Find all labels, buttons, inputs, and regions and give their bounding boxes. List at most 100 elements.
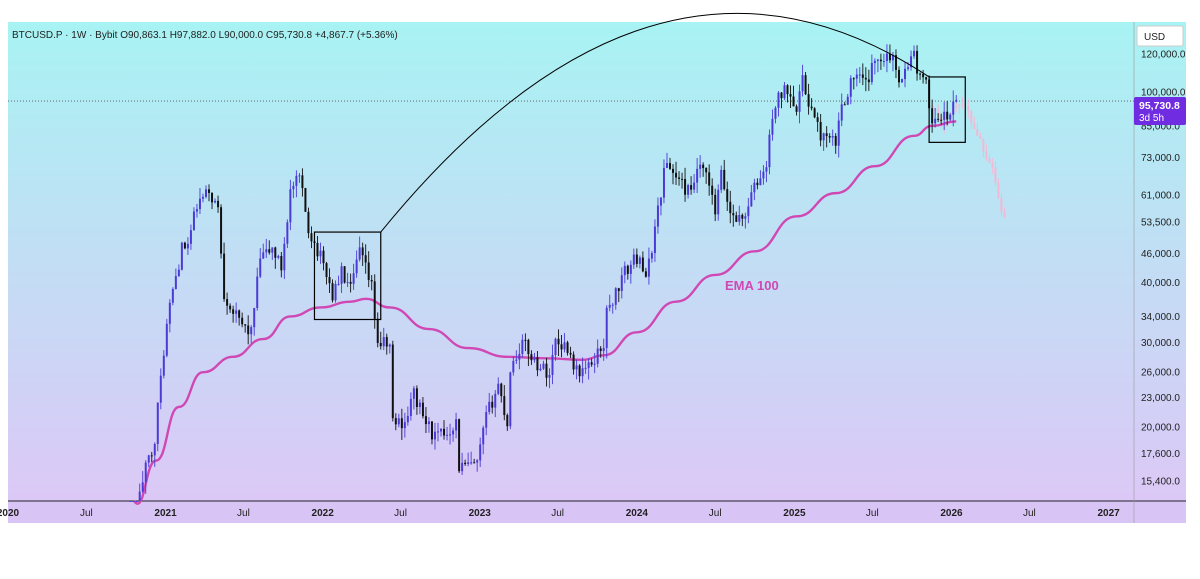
candle bbox=[831, 135, 834, 138]
candle bbox=[367, 262, 370, 280]
candle bbox=[780, 92, 783, 99]
candle bbox=[557, 338, 560, 345]
price-tick-label: 34,000.0 bbox=[1141, 312, 1180, 323]
candle bbox=[464, 462, 467, 465]
candle bbox=[611, 304, 614, 306]
candle bbox=[738, 214, 741, 222]
candle bbox=[614, 288, 617, 305]
candle bbox=[226, 299, 229, 306]
candle bbox=[575, 365, 578, 370]
candle bbox=[801, 75, 804, 92]
candle bbox=[873, 60, 876, 64]
candle bbox=[174, 276, 177, 289]
candle bbox=[162, 355, 165, 376]
candle bbox=[271, 247, 274, 253]
candle bbox=[861, 74, 864, 78]
time-tick-label: Jul bbox=[394, 508, 407, 519]
candle bbox=[804, 75, 807, 95]
candle bbox=[795, 106, 798, 112]
candle bbox=[189, 230, 192, 244]
candle bbox=[201, 196, 204, 199]
candle bbox=[771, 118, 774, 135]
candle bbox=[786, 85, 789, 95]
projection-candle bbox=[976, 129, 979, 137]
candle bbox=[412, 388, 415, 399]
candle bbox=[509, 372, 512, 427]
candle bbox=[777, 92, 780, 108]
candle bbox=[659, 197, 662, 206]
candle bbox=[840, 104, 843, 121]
time-tick-label: 2026 bbox=[940, 508, 963, 519]
candle bbox=[855, 74, 858, 79]
candle bbox=[952, 101, 955, 115]
candle bbox=[316, 242, 319, 257]
candle bbox=[328, 277, 331, 284]
candle bbox=[711, 185, 714, 195]
candle bbox=[208, 189, 211, 193]
projection-candle bbox=[967, 106, 970, 112]
candle bbox=[819, 121, 822, 141]
candle bbox=[283, 243, 286, 271]
candle bbox=[262, 252, 265, 259]
candle bbox=[635, 254, 638, 264]
candle bbox=[156, 402, 159, 444]
candle bbox=[406, 415, 409, 423]
candle bbox=[195, 209, 198, 212]
time-tick-label: 2021 bbox=[154, 508, 177, 519]
candle bbox=[741, 214, 744, 219]
candle bbox=[355, 259, 358, 274]
candle bbox=[955, 99, 958, 102]
price-tick-label: 17,600.0 bbox=[1141, 449, 1180, 460]
candle bbox=[590, 362, 593, 365]
candle bbox=[846, 96, 849, 105]
candle bbox=[783, 85, 786, 99]
candle bbox=[467, 462, 470, 465]
candle bbox=[605, 307, 608, 348]
candle bbox=[232, 309, 235, 314]
projection-candle bbox=[955, 106, 958, 108]
candle bbox=[542, 363, 545, 369]
candle bbox=[129, 501, 132, 502]
candle bbox=[506, 415, 509, 427]
candle bbox=[792, 96, 795, 107]
candle bbox=[548, 374, 551, 378]
candle bbox=[382, 337, 385, 347]
time-tick-label: 2027 bbox=[1097, 508, 1120, 519]
candle bbox=[539, 368, 542, 371]
candle bbox=[647, 258, 650, 277]
candle bbox=[394, 418, 397, 425]
candle bbox=[729, 201, 732, 214]
candle bbox=[720, 169, 723, 190]
candle bbox=[334, 283, 337, 301]
projection-candle bbox=[997, 183, 1000, 199]
price-axis-ticks: 120,000.0 100,000.0 85,000.0 73,000.0 61,000… bbox=[1141, 50, 1186, 488]
candle bbox=[747, 206, 750, 217]
projection-candle bbox=[961, 104, 964, 106]
candle bbox=[397, 418, 400, 425]
candle bbox=[684, 179, 687, 195]
exchange-label: Bybit bbox=[95, 30, 117, 41]
candle bbox=[424, 416, 427, 425]
candle bbox=[310, 233, 313, 242]
price-tick-label: 26,000.0 bbox=[1141, 368, 1180, 379]
low-value: L90,000.0 bbox=[219, 30, 264, 41]
candle bbox=[427, 421, 430, 425]
candle bbox=[171, 288, 174, 303]
candle bbox=[527, 339, 530, 355]
candle bbox=[358, 247, 361, 260]
candle bbox=[690, 185, 693, 190]
price-tick-label: 15,400.0 bbox=[1141, 477, 1180, 488]
candle bbox=[319, 250, 322, 257]
currency-button[interactable]: USD bbox=[1136, 25, 1184, 47]
candle bbox=[473, 462, 476, 464]
candle bbox=[569, 352, 572, 355]
time-tick-label: 2023 bbox=[469, 508, 492, 519]
candle bbox=[292, 185, 295, 190]
time-tick-label: 2020 bbox=[0, 508, 20, 519]
candle bbox=[584, 367, 587, 369]
candle bbox=[415, 388, 418, 408]
candle bbox=[867, 79, 870, 83]
candle bbox=[632, 254, 635, 265]
candle bbox=[828, 136, 831, 138]
